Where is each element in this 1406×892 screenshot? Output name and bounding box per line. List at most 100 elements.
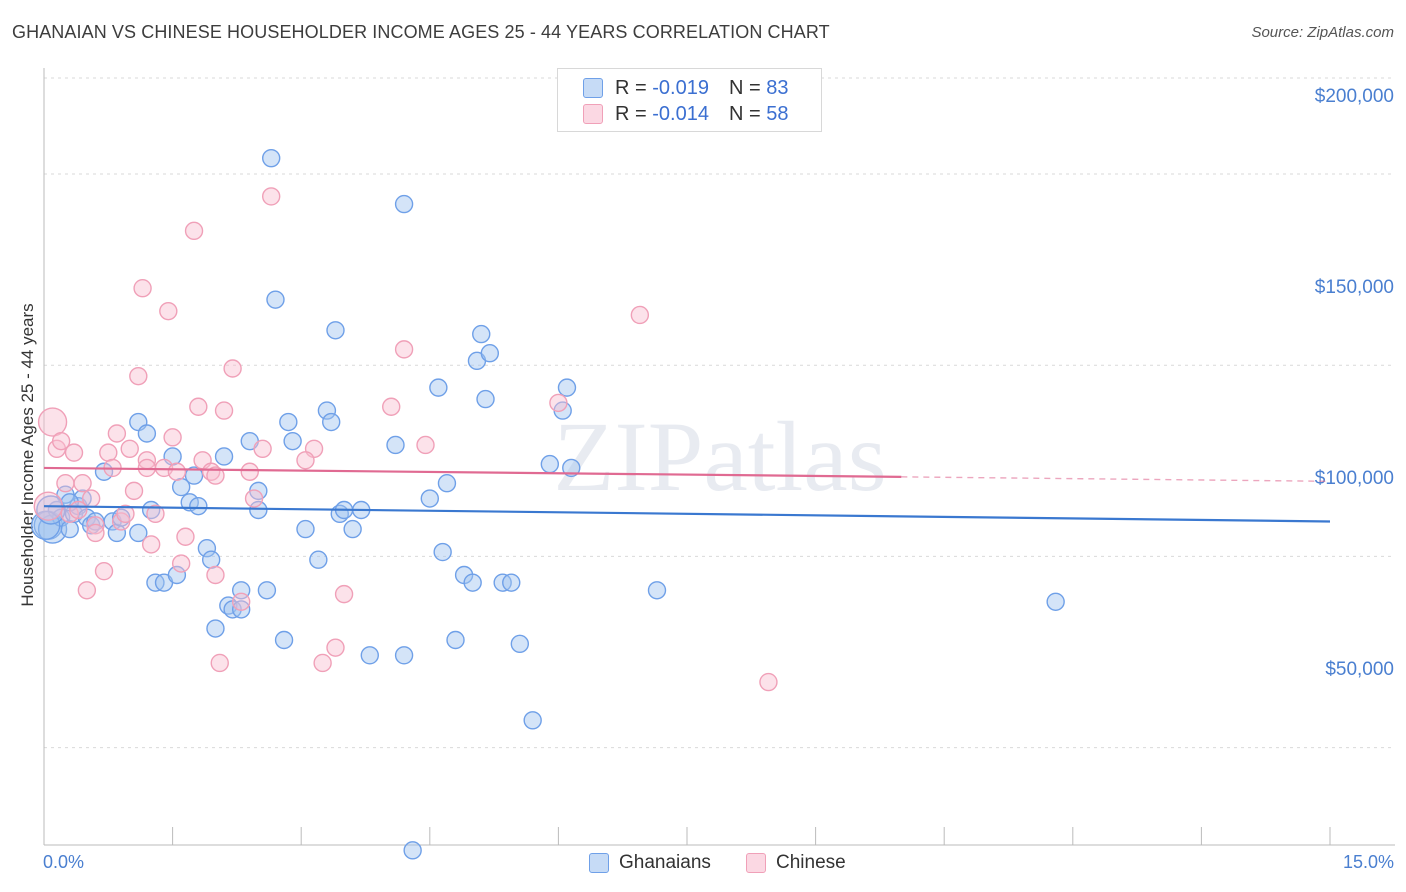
trend-lines <box>43 466 1331 523</box>
chart-source: Source: ZipAtlas.com <box>1251 24 1394 41</box>
ghanaian-point <box>322 412 341 432</box>
n-value: 83 <box>766 76 789 99</box>
chinese-point <box>141 535 161 554</box>
stats-legend: R = -0.019 N = 83 R = -0.014 N = 58 <box>557 68 822 132</box>
data-points <box>31 148 1065 860</box>
ghanaian-point <box>523 711 542 730</box>
chinese-point <box>176 527 195 546</box>
chinese-point <box>146 504 165 524</box>
chinese-point <box>244 489 264 508</box>
r-label: R = <box>615 76 647 99</box>
chinese-point <box>210 653 229 673</box>
legend-label: Ghanaians <box>619 852 711 873</box>
ghanaian-point <box>214 447 234 466</box>
legend-item-ghanaians: Ghanaians <box>589 852 711 874</box>
x-tick-label: 15.0% <box>1342 852 1394 872</box>
ghanaian-point <box>480 344 500 363</box>
ghanaian-point <box>60 519 79 539</box>
chinese-point <box>759 672 778 692</box>
ghanaian-point <box>394 646 414 665</box>
ghanaians-swatch-icon <box>583 78 603 98</box>
chart-title: GHANAIAN VS CHINESE HOUSEHOLDER INCOME A… <box>12 22 830 42</box>
chinese-point <box>630 305 650 325</box>
chinese-point <box>214 401 234 420</box>
legend-item-chinese: Chinese <box>746 852 846 874</box>
legend-row-chinese: R = -0.014 N = 58 <box>583 103 788 125</box>
legend-row-ghanaians: R = -0.019 N = 83 <box>583 77 788 99</box>
chinese-point <box>189 397 208 416</box>
chinese-point <box>99 443 118 462</box>
chinese-point <box>159 301 178 321</box>
chinese-point <box>81 489 101 508</box>
chinese-point <box>86 516 105 535</box>
chinese-point <box>240 462 259 481</box>
ghanaian-point <box>510 634 530 654</box>
ghanaian-point <box>647 581 667 600</box>
chinese-point <box>394 340 414 359</box>
ghanaian-point <box>31 510 61 540</box>
ghanaian-point <box>360 646 379 665</box>
ghanaian-point <box>189 496 208 516</box>
y-tick-label: $100,000 <box>1314 468 1394 489</box>
ghanaian-point <box>266 290 285 309</box>
ghanaian-point <box>309 550 328 569</box>
chinese-point <box>124 481 144 501</box>
gridlines <box>44 77 1395 749</box>
ghanaian-point <box>257 581 277 600</box>
ghanaian-point <box>1046 592 1065 611</box>
chinese-point <box>171 554 191 573</box>
ghanaian-point <box>317 401 337 420</box>
chinese-point <box>313 653 332 673</box>
r-value: -0.019 <box>652 76 709 99</box>
ghanaian-point <box>283 431 302 451</box>
ghanaian-point <box>429 378 448 397</box>
ghanaian-point <box>403 841 422 860</box>
chinese-point <box>56 474 75 493</box>
chinese-point <box>64 443 84 462</box>
ghanaian-point <box>420 489 439 508</box>
chinese-point <box>382 397 401 416</box>
ghanaian-point <box>231 600 251 619</box>
y-tick-label: $150,000 <box>1314 277 1394 298</box>
chinese-point <box>296 451 315 470</box>
ghanaian-point <box>326 321 345 340</box>
chinese-point <box>223 359 242 378</box>
ghanaian-point <box>167 565 187 585</box>
ghanaian-point <box>129 523 148 543</box>
chinese-point <box>416 435 435 455</box>
y-tick-label: $50,000 <box>1325 659 1394 680</box>
chinese-point <box>51 431 71 451</box>
chinese-point <box>133 279 152 298</box>
ghanaian-point <box>137 424 157 443</box>
ghanaian-point <box>472 324 491 344</box>
y-tick-label: $200,000 <box>1314 86 1394 107</box>
chinese-point <box>206 466 225 485</box>
ghanaian-point <box>562 458 581 478</box>
chinese-point <box>167 462 187 481</box>
chinese-point <box>116 504 135 524</box>
chinese-point <box>334 584 354 604</box>
chinese-point <box>163 428 182 447</box>
chinese-trend-line <box>43 466 902 478</box>
chinese-point <box>73 474 92 493</box>
chinese-point <box>206 565 225 585</box>
chinese-point <box>107 424 127 443</box>
ghanaian-point <box>296 519 315 539</box>
chinese-point <box>184 221 204 241</box>
chinese-point <box>549 393 568 413</box>
n-label: N = <box>728 102 761 125</box>
chinese-point <box>326 638 345 657</box>
ghanaians-legend-icon <box>589 853 609 873</box>
ghanaian-point <box>249 500 268 520</box>
ghanaian-point <box>197 539 217 558</box>
chinese-point <box>77 581 97 600</box>
n-value: 58 <box>766 102 789 125</box>
watermark-logo: ZIPatlas <box>553 401 886 512</box>
n-label: N = <box>728 76 761 99</box>
ghanaian-trend-line <box>43 505 1331 523</box>
ghanaian-point <box>540 454 560 474</box>
ghanaian-point <box>261 148 281 168</box>
chinese-point <box>37 407 68 437</box>
ghanaian-point <box>502 573 521 592</box>
chinese-point <box>86 523 105 543</box>
